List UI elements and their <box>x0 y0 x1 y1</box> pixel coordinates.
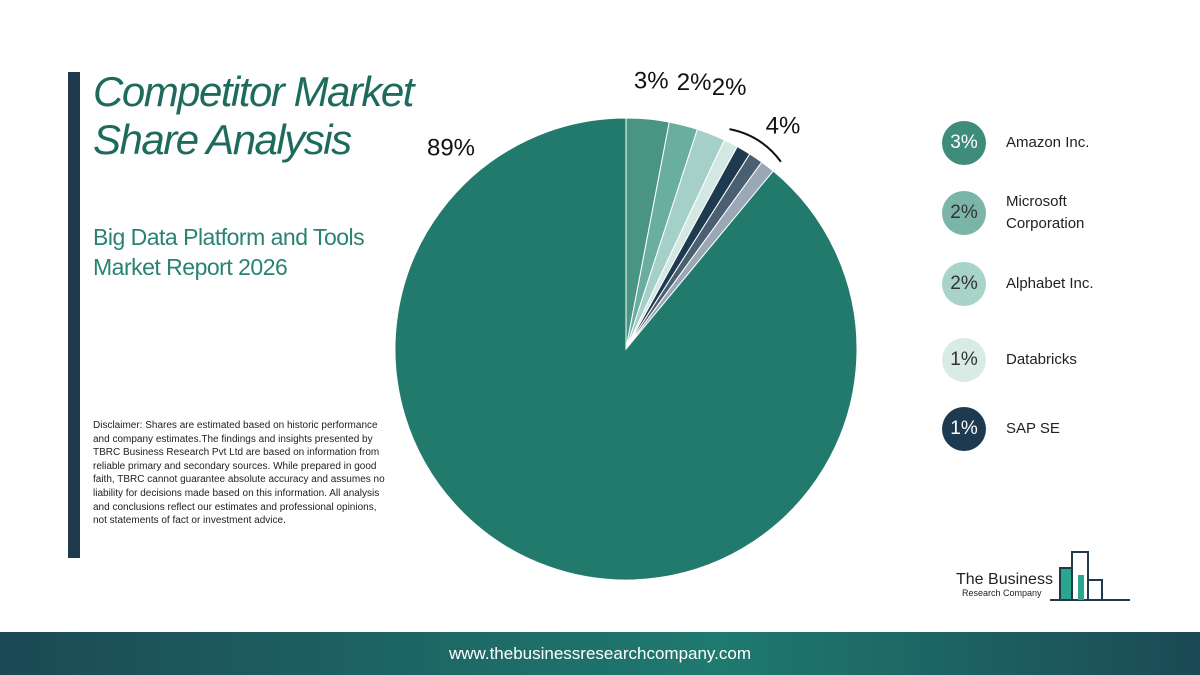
legend-swatch: 2% <box>942 262 986 306</box>
legend-label: Amazon Inc. <box>1006 134 1090 151</box>
legend-label: Databricks <box>1006 351 1077 368</box>
legend-item: 1% SAP SE <box>942 407 1116 451</box>
chart-subtitle: Big Data Platform and Tools Market Repor… <box>93 224 365 280</box>
legend-label: Microsoft Corporation <box>1006 193 1085 232</box>
data-label: 3% <box>634 68 669 95</box>
legend-label: Alphabet Inc. <box>1006 275 1094 292</box>
disclaimer: Disclaimer: Shares are estimated based o… <box>93 420 385 527</box>
legend-item: 1% Databricks <box>942 338 1116 382</box>
footer-url: www.thebusinessresearchcompany.com <box>0 632 1200 675</box>
legend-swatch: 2% <box>942 191 986 235</box>
data-label: 2% <box>677 69 712 96</box>
accent-bar <box>68 72 80 558</box>
legend-swatch: 1% <box>942 407 986 451</box>
data-label: 2% <box>712 74 747 101</box>
chart-title: Competitor Market Share Analysis <box>93 68 414 163</box>
legend-swatch: 3% <box>942 121 986 165</box>
legend-item: 2% Alphabet Inc. <box>942 262 1116 306</box>
logo-text: The Business <box>956 571 1053 588</box>
logo-subtext: Research Company <box>962 588 1042 598</box>
data-label: 89% <box>427 134 475 161</box>
logo-graphic <box>1050 551 1130 601</box>
legend-item: 3% Amazon Inc. <box>942 121 1116 165</box>
group-bracket <box>729 128 782 163</box>
legend-swatch: 1% <box>942 338 986 382</box>
legend-label: SAP SE <box>1006 420 1060 437</box>
legend-item: 2% Microsoft Corporation <box>942 191 1116 235</box>
pie-slice <box>394 117 858 581</box>
group-label: 4% <box>766 112 801 139</box>
